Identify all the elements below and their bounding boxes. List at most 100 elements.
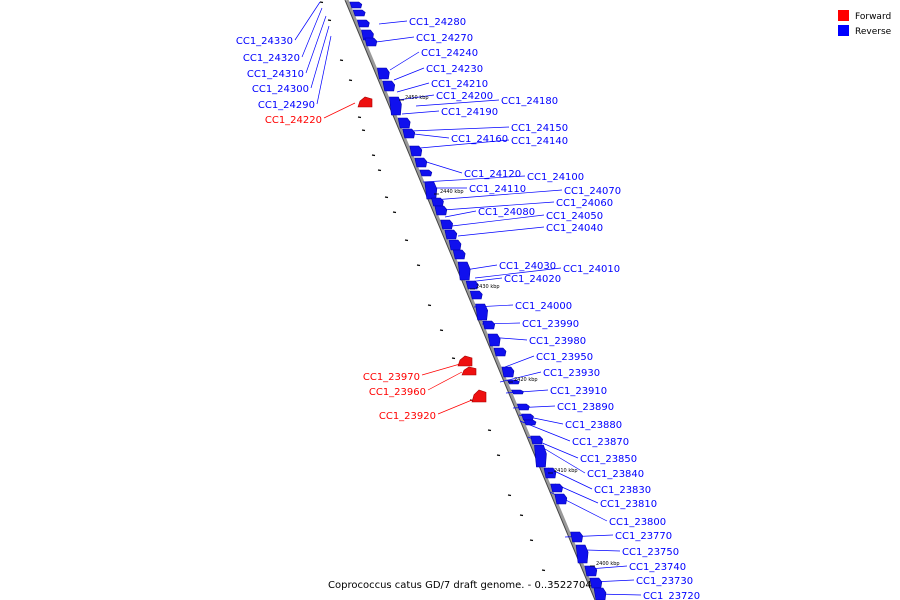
label-connector xyxy=(422,175,526,183)
legend-forward-swatch xyxy=(838,10,849,21)
reverse-gene-label: CC1_24030 xyxy=(499,261,556,272)
tick-mark xyxy=(487,429,492,432)
legend-reverse-swatch xyxy=(838,25,849,36)
reverse-gene-label: CC1_23890 xyxy=(557,402,614,413)
reverse-gene-label: CC1_24160 xyxy=(451,134,508,145)
reverse-gene-block xyxy=(521,413,534,421)
kbp-label: 2410 kbp xyxy=(554,468,578,474)
reverse-gene-block xyxy=(554,493,568,505)
reverse-gene-block xyxy=(493,347,507,357)
label-connector xyxy=(444,210,477,218)
reverse-gene-block xyxy=(469,290,483,300)
label-connector xyxy=(393,67,425,81)
tick-mark xyxy=(416,264,421,267)
reverse-gene-label: CC1_23910 xyxy=(550,386,607,397)
reverse-gene-block xyxy=(550,483,563,493)
reverse-gene-label: CC1_24110 xyxy=(469,184,526,195)
kbp-label: 2420 kbp xyxy=(514,377,538,383)
tick-mark xyxy=(371,154,376,157)
legend-reverse-label: Reverse xyxy=(855,27,892,37)
reverse-gene-label: CC1_24150 xyxy=(511,123,568,134)
tick-mark xyxy=(357,116,362,119)
label-connector xyxy=(378,20,408,25)
label-connector xyxy=(401,110,440,115)
reverse-gene-block xyxy=(364,37,378,47)
label-connector xyxy=(442,201,555,211)
legend: Forward Reverse xyxy=(838,10,892,37)
reverse-gene-label: CC1_24240 xyxy=(421,48,478,59)
label-connectors xyxy=(294,1,642,596)
label-connector xyxy=(294,1,321,41)
reverse-gene-label: CC1_24180 xyxy=(501,96,558,107)
tick-mark xyxy=(348,79,353,82)
kbp-label: 2450 kbp xyxy=(405,95,429,101)
forward-gene-label: CC1_23920 xyxy=(379,411,436,422)
reverse-gene-label: CC1_23800 xyxy=(609,517,666,528)
reverse-gene-label: CC1_24200 xyxy=(436,91,493,102)
tick-mark xyxy=(319,1,324,4)
tick-mark xyxy=(427,304,432,307)
reverse-gene-label: CC1_23980 xyxy=(529,336,586,347)
reverse-gene-block xyxy=(356,19,370,28)
forward-gene-block xyxy=(461,366,477,376)
reverse-gene-label: CC1_24060 xyxy=(556,198,613,209)
reverse-gene-block xyxy=(511,389,524,395)
reverse-gene-label: CC1_24070 xyxy=(564,186,621,197)
reverse-gene-label: CC1_23840 xyxy=(587,469,644,480)
reverse-gene-label: CC1_24080 xyxy=(478,207,535,218)
label-connector xyxy=(397,94,435,101)
reverse-gene-label: CC1_24210 xyxy=(431,79,488,90)
label-connector xyxy=(585,549,621,552)
label-connector xyxy=(375,36,415,43)
label-connector xyxy=(539,445,586,474)
tick-mark xyxy=(507,494,512,497)
reverse-gene-label: CC1_23740 xyxy=(629,562,686,573)
reverse-gene-label: CC1_23850 xyxy=(580,454,637,465)
gene-labels: CC1_24280 CC1_24270 CC1_24240 CC1_24230 CC1_… xyxy=(236,17,700,600)
forward-gene-label: CC1_23960 xyxy=(369,387,426,398)
reverse-gene-block xyxy=(409,145,423,157)
reverse-gene-label: CC1_23770 xyxy=(615,531,672,542)
reverse-gene-block xyxy=(593,587,607,600)
reverse-gene-label: CC1_23880 xyxy=(565,420,622,431)
reverse-gene-label: CC1_24230 xyxy=(426,64,483,75)
reverse-gene-block xyxy=(570,531,583,543)
reverse-gene-block xyxy=(414,157,428,168)
reverse-gene-block xyxy=(452,249,466,260)
kbp-label: 2400 kbp xyxy=(596,561,620,567)
genome-caption: Coprococcus catus GD/7 draft genome. - 0… xyxy=(328,580,592,591)
reverse-gene-block xyxy=(402,128,416,139)
reverse-gene-block xyxy=(448,239,462,251)
label-connector xyxy=(457,226,545,237)
reverse-gene-block xyxy=(389,96,402,116)
reverse-gene-block xyxy=(530,435,543,445)
reverse-gene-block xyxy=(361,29,374,41)
tick-mark xyxy=(339,59,344,62)
reverse-gene-block xyxy=(589,577,603,589)
forward-gene-block xyxy=(457,355,473,367)
label-connector xyxy=(421,363,461,376)
reverse-gene-label: CC1_24140 xyxy=(511,136,568,147)
label-connector xyxy=(310,25,330,89)
tick-mark xyxy=(392,211,397,214)
label-connector xyxy=(410,126,510,132)
reverse-gene-label: CC1_24270 xyxy=(416,33,473,44)
label-connector xyxy=(415,99,500,107)
tick-mark xyxy=(377,169,382,172)
reverse-gene-label: CC1_24000 xyxy=(515,301,572,312)
tick-mark xyxy=(529,539,534,542)
label-connector xyxy=(316,35,332,105)
reverse-gene-label: CC1_24190 xyxy=(441,107,498,118)
reverse-gene-block xyxy=(376,67,390,80)
forward-gene-block xyxy=(357,96,373,108)
reverse-gene-block xyxy=(457,261,471,281)
gene-features xyxy=(349,1,607,600)
reverse-gene-block xyxy=(444,229,458,240)
reverse-gene-label: CC1_24330 xyxy=(236,36,293,47)
reverse-gene-block xyxy=(434,205,448,216)
reverse-gene-label: CC1_24320 xyxy=(243,53,300,64)
reverse-gene-block xyxy=(419,169,433,177)
reverse-gene-block xyxy=(575,544,589,564)
tick-mark xyxy=(384,196,389,199)
